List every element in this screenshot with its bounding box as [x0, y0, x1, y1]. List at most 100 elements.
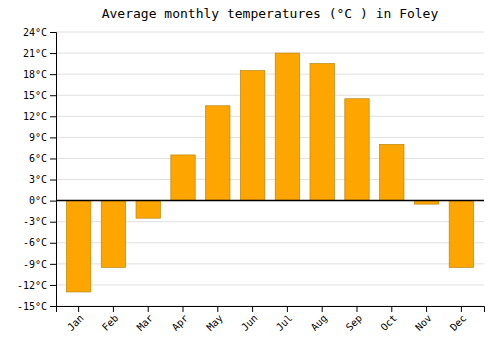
x-axis-line — [57, 307, 485, 313]
y-tick-mark — [50, 95, 56, 96]
y-tick-mark — [50, 137, 56, 138]
x-tick-mark — [113, 306, 114, 312]
x-tick: Jun — [239, 306, 260, 333]
grid-line — [56, 32, 484, 33]
y-tick: -15°C — [17, 301, 56, 312]
y-tick-mark — [50, 180, 56, 181]
x-tick-mark — [391, 306, 392, 312]
y-tick-label: -9°C — [23, 259, 47, 270]
x-tick: Dec — [448, 306, 469, 333]
grid-line — [56, 158, 484, 159]
grid-line — [56, 179, 484, 180]
bar — [101, 201, 125, 268]
y-tick-label: -6°C — [23, 237, 47, 248]
y-tick-label: 24°C — [23, 27, 47, 38]
y-axis: -15°C -12°C -9°C -6°C -3°C 0°C 3°C 6°C 9°C 12°C 15… — [17, 27, 57, 312]
x-tick: Aug — [309, 306, 330, 333]
x-tick-label: Dec — [448, 312, 469, 333]
y-tick: -12°C — [17, 280, 56, 291]
y-tick-label: 0°C — [29, 195, 47, 206]
x-tick: Nov — [413, 306, 434, 333]
bar — [66, 201, 90, 292]
x-tick-label: Aug — [309, 312, 330, 333]
bar — [310, 64, 334, 201]
y-tick: -3°C — [23, 216, 56, 227]
y-tick: 6°C — [29, 153, 56, 164]
zero-line — [56, 200, 484, 202]
y-tick: 3°C — [29, 174, 56, 185]
y-tick-mark — [50, 158, 56, 159]
y-tick-label: -15°C — [17, 301, 47, 312]
y-tick-mark — [50, 243, 56, 244]
x-tick-mark — [252, 306, 253, 312]
y-tick-mark — [50, 53, 56, 54]
x-tick: May — [204, 306, 225, 333]
x-axis: Jan Feb Mar Apr May Jun Jul Aug Sep Oct Nov Dec — [57, 306, 485, 333]
marks — [66, 53, 473, 292]
x-tick-label: Feb — [100, 312, 121, 333]
x-tick: Apr — [170, 306, 191, 333]
y-tick-label: 3°C — [29, 174, 47, 185]
y-tick-label: 18°C — [23, 69, 47, 80]
x-tick-label: Sep — [344, 312, 365, 333]
y-tick-mark — [50, 285, 56, 286]
grid-line — [56, 137, 484, 138]
grid-line — [56, 53, 484, 54]
y-tick: 15°C — [23, 90, 56, 101]
x-tick-label: Jul — [274, 312, 295, 333]
bar — [136, 201, 160, 219]
x-tick: Jul — [274, 306, 295, 333]
x-tick-label: Oct — [378, 312, 399, 333]
y-tick-label: 6°C — [29, 153, 47, 164]
grid-line — [56, 74, 484, 75]
y-tick-mark — [50, 116, 56, 117]
y-tick-label: 9°C — [29, 132, 47, 143]
bar — [345, 99, 369, 201]
grid-line — [56, 200, 484, 201]
grid-line — [56, 284, 484, 285]
y-tick-mark — [50, 74, 56, 75]
y-tick: -6°C — [23, 237, 56, 248]
y-tick-label: -3°C — [23, 216, 47, 227]
y-tick: 21°C — [23, 48, 56, 59]
x-tick-mark — [322, 306, 323, 312]
y-tick-label: 21°C — [23, 48, 47, 59]
x-tick: Feb — [100, 306, 121, 333]
y-tick: 24°C — [23, 27, 56, 38]
x-tick: Oct — [378, 306, 399, 333]
bar — [206, 106, 230, 201]
grid — [56, 32, 484, 306]
x-tick-label: May — [204, 312, 225, 333]
x-tick-mark — [287, 306, 288, 312]
bar — [240, 71, 264, 201]
y-tick-mark — [50, 306, 56, 307]
title: Average monthly temperatures (°C ) in Fo… — [102, 6, 439, 21]
y-tick: 18°C — [23, 69, 56, 80]
x-tick-mark — [148, 306, 149, 312]
x-tick-label: Jan — [65, 312, 86, 333]
chart: -15°C -12°C -9°C -6°C -3°C 0°C 3°C 6°C 9°C 12°C 15… — [0, 0, 500, 350]
y-tick: 9°C — [29, 132, 56, 143]
grid-line — [56, 95, 484, 96]
x-tick: Jan — [65, 306, 86, 333]
y-tick-label: 12°C — [23, 111, 47, 122]
x-tick-label: Nov — [413, 312, 434, 333]
x-tick-mark — [78, 306, 79, 312]
bar — [171, 155, 195, 201]
y-tick-mark — [50, 222, 56, 223]
y-tick-mark — [50, 201, 56, 202]
y-tick: -9°C — [23, 259, 56, 270]
grid-line — [56, 116, 484, 117]
x-tick-label: Mar — [135, 312, 156, 333]
x-tick-mark — [356, 306, 357, 312]
bar — [380, 144, 404, 200]
x-tick-mark — [217, 306, 218, 312]
x-tick-mark — [461, 306, 462, 312]
x-tick-label: Jun — [239, 312, 260, 333]
plot: -15°C -12°C -9°C -6°C -3°C 0°C 3°C 6°C 9°C 12°C 15… — [17, 27, 485, 333]
y-axis-line — [50, 33, 57, 307]
x-tick-label: Apr — [170, 312, 191, 333]
y-tick-label: -12°C — [17, 280, 47, 291]
y-tick-mark — [50, 32, 56, 33]
x-tick: Mar — [135, 306, 156, 333]
